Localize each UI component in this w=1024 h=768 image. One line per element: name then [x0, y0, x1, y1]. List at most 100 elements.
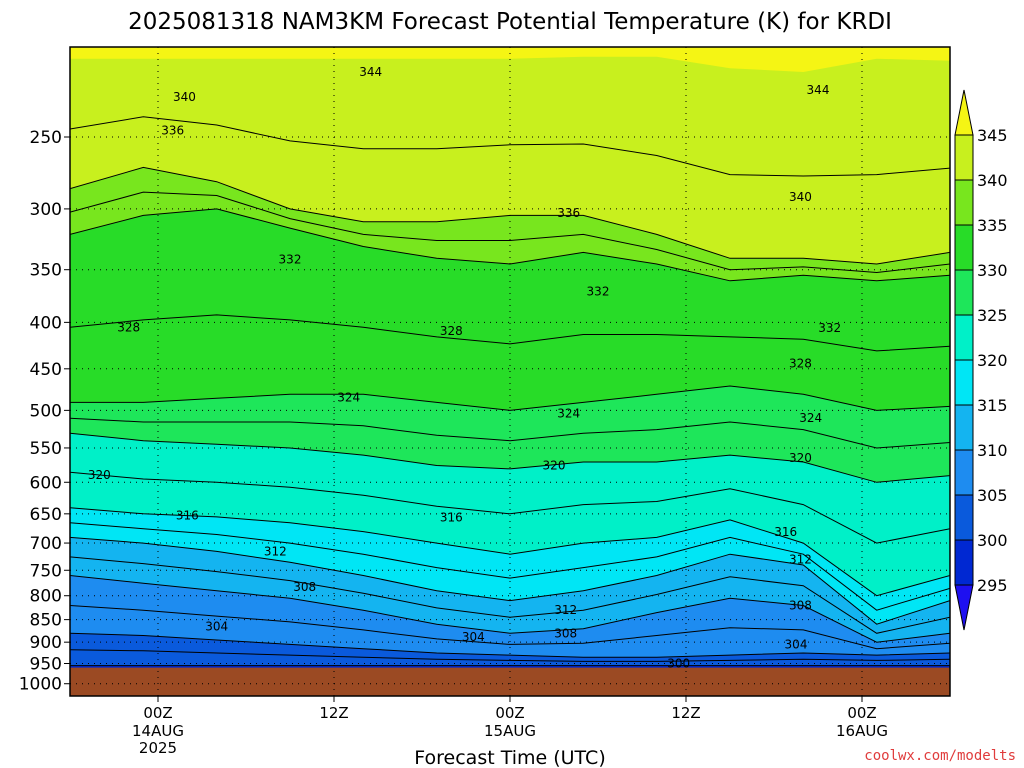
y-tick-label: 300: [30, 200, 62, 220]
isentrope-line: [70, 417, 950, 449]
y-axis: 2503003504004505005506006507007508008509…: [19, 128, 70, 695]
isentrope-line: [70, 605, 950, 650]
x-tick-sublabel: 16AUG: [836, 722, 888, 740]
isentrope-line: [70, 522, 950, 611]
x-axis-label: Forecast Time (UTC): [414, 747, 605, 768]
colorbar-label: 330: [977, 261, 1008, 280]
contour-label: 340: [173, 90, 196, 104]
isentrope-line: [70, 649, 950, 662]
isentrope-line: [70, 385, 950, 411]
y-tick-label: 400: [30, 313, 62, 333]
contour-label: 328: [117, 320, 140, 334]
isentrope-line: [70, 632, 950, 658]
y-tick-label: 550: [30, 439, 62, 459]
isentrope-line: [70, 314, 950, 352]
colorbar-upper-extend: [954, 89, 974, 136]
contour-label: 308: [789, 598, 812, 612]
x-tick-sublabel: 14AUG: [132, 722, 184, 740]
y-tick-label: 750: [30, 561, 62, 581]
isentrope-line: [70, 191, 950, 274]
band-fill-345: [70, 47, 950, 72]
contour-label: 328: [789, 357, 812, 371]
contour-label: 320: [789, 451, 812, 465]
y-tick-label: 500: [30, 401, 62, 421]
x-tick-label: 00Z: [143, 704, 172, 722]
y-tick-label: 250: [30, 128, 62, 148]
isentrope-line: [70, 116, 950, 177]
isentrope-line: [70, 575, 950, 643]
contour-label: 308: [293, 580, 316, 594]
contour-label: 324: [799, 411, 822, 425]
contour-label: 312: [554, 603, 577, 617]
contour-label: 304: [462, 630, 485, 644]
colorbar-label: 345: [977, 126, 1008, 145]
contour-label: 304: [205, 620, 228, 634]
credit-text: coolwx.com/modelts: [864, 748, 1016, 764]
contour-label: 316: [176, 509, 199, 523]
contour-label: 336: [161, 124, 184, 138]
y-tick-label: 850: [30, 611, 62, 631]
x-tick-label: 12Z: [671, 704, 700, 722]
chart-title: 2025081318 NAM3KM Forecast Potential Tem…: [128, 9, 892, 35]
colorbar-segment: [954, 539, 974, 586]
colorbar-label: 295: [977, 576, 1008, 595]
y-tick-label: 1000: [19, 675, 62, 695]
colorbar-segment: [954, 134, 974, 181]
y-tick-label: 450: [30, 360, 62, 380]
colorbar-segment: [954, 494, 974, 541]
x-tick-label: 12Z: [319, 704, 348, 722]
colorbar-label: 310: [977, 441, 1008, 460]
contour-label: 312: [789, 553, 812, 567]
x-tick-sublabel: 2025: [139, 739, 177, 757]
isentrope-line: [70, 536, 950, 625]
colorbar-label: 320: [977, 351, 1008, 370]
contour-label: 308: [554, 626, 577, 640]
contour-label: 316: [440, 510, 463, 524]
colorbar-segment: [954, 224, 974, 271]
colorbar: 295 300 305 310 315 320 325 330 335 340 345: [954, 89, 1008, 631]
ground-fill: [70, 667, 950, 696]
contour-label: 344: [359, 65, 382, 79]
y-tick-label: 700: [30, 534, 62, 554]
y-tick-label: 650: [30, 505, 62, 525]
contour-label: 304: [785, 637, 808, 651]
contour-label: 332: [279, 252, 302, 266]
colorbar-segment: [954, 179, 974, 226]
contour-label: 344: [807, 83, 830, 97]
colorbar-label: 305: [977, 486, 1008, 505]
contour-label: 336: [557, 206, 580, 220]
contour-label: 332: [587, 285, 610, 299]
plot-area: 344 344 340 340 336 336 332 332 332 328 328 328 324 3…: [70, 47, 950, 696]
isentrope-line: [70, 432, 950, 483]
contour-label: 320: [88, 468, 111, 482]
isentrope-line: [70, 507, 950, 597]
contour-label: 328: [440, 324, 463, 338]
contour-label: 300: [667, 656, 690, 670]
contour-label: 312: [264, 544, 287, 558]
contour-label: 332: [818, 321, 841, 335]
colorbar-label: 300: [977, 531, 1008, 550]
isentrope-line: [70, 471, 950, 544]
x-tick-label: 00Z: [847, 704, 876, 722]
grid-lines: [70, 47, 950, 696]
contour-label: 324: [337, 391, 360, 405]
y-tick-label: 600: [30, 473, 62, 493]
contour-label: 340: [789, 190, 812, 204]
y-tick-label: 800: [30, 587, 62, 607]
colorbar-label: 325: [977, 306, 1008, 325]
contour-label: 316: [774, 525, 797, 539]
colorbar-segment: [954, 359, 974, 406]
y-tick-label: 950: [30, 654, 62, 674]
colorbar-label: 315: [977, 396, 1008, 415]
contour-label: 320: [543, 458, 566, 472]
x-tick-label: 00Z: [495, 704, 524, 722]
colorbar-segment: [954, 449, 974, 496]
colorbar-label: 335: [977, 216, 1008, 235]
contour-label: 324: [557, 407, 580, 421]
colorbar-lower-extend: [954, 584, 974, 631]
colorbar-segment: [954, 404, 974, 451]
x-tick-sublabel: 15AUG: [484, 722, 536, 740]
colorbar-segment: [954, 314, 974, 361]
